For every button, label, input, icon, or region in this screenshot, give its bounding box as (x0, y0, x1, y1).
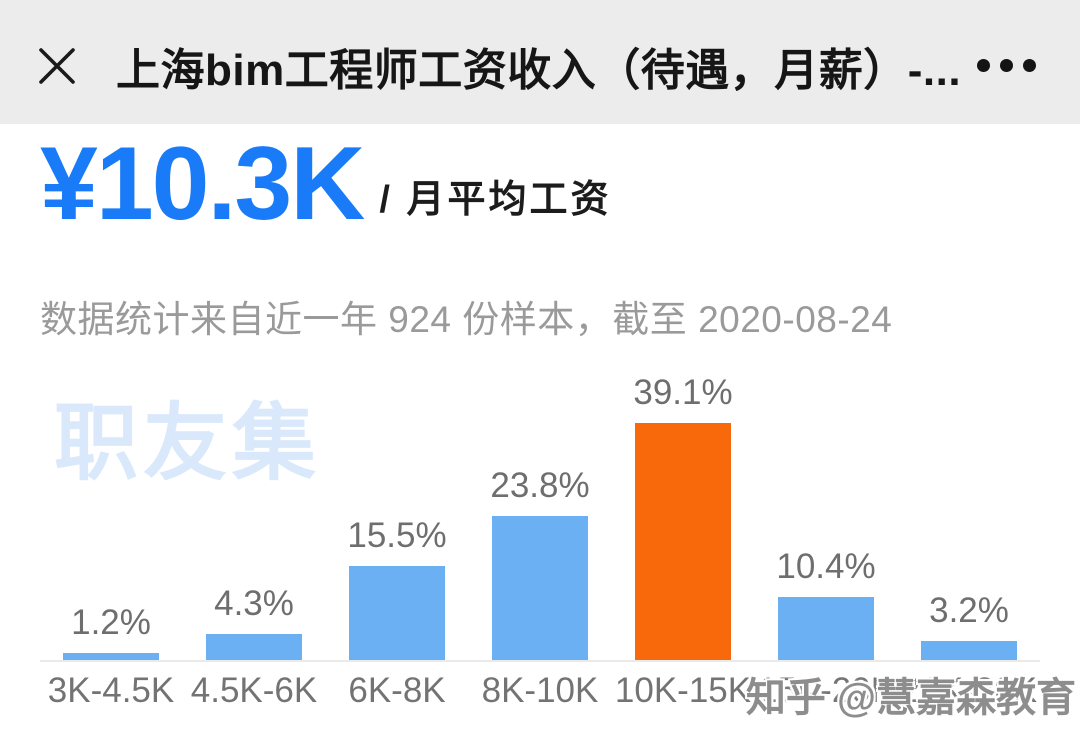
category-label: 10K-15K (614, 671, 752, 710)
more-menu-button[interactable] (977, 45, 1036, 86)
category-label: 6K-8K (348, 671, 446, 710)
bar[interactable] (349, 566, 445, 660)
bar-value-label: 10.4% (776, 547, 876, 586)
bar-value-label: 1.2% (71, 603, 151, 642)
bar[interactable] (63, 653, 159, 660)
bar[interactable] (492, 516, 588, 660)
bar-column: 23.8% (490, 466, 590, 660)
more-dots-icon (977, 59, 990, 72)
close-button[interactable] (34, 43, 80, 89)
bar-value-label: 4.3% (214, 584, 294, 623)
bar-column: 10.4% (776, 547, 876, 660)
bar-column: 39.1% (633, 373, 733, 660)
bar[interactable] (206, 634, 302, 660)
bar-value-label: 3.2% (929, 591, 1009, 630)
average-salary-value: ¥10.3K (40, 126, 365, 242)
category-label: 15K-20K (757, 671, 895, 710)
category-label: 8K-10K (481, 671, 599, 710)
bar-value-label: 23.8% (490, 466, 590, 505)
chart-baseline (40, 660, 1040, 662)
close-icon (39, 47, 75, 84)
bars-row: 1.2% 4.3% 15.5% 23.8% 39.1% 10.4% 3.2% (63, 373, 1017, 660)
salary-distribution-chart: 职友集 1.2% 4.3% 15.5% 23.8% 39.1% 10.4% 3.2% 3K-… (0, 360, 1080, 735)
bar[interactable] (778, 597, 874, 660)
browser-header: 上海bim工程师工资收入（待遇，月薪）-... (0, 0, 1080, 123)
data-source-caption: 数据统计来自近一年 924 份样本，截至 2020-08-24 (40, 299, 893, 340)
category-label: 3K-4.5K (47, 671, 175, 710)
bar-value-label: 15.5% (347, 516, 447, 555)
page-title: 上海bim工程师工资收入（待遇，月薪）-... (116, 45, 959, 95)
more-dots-icon (1023, 59, 1036, 72)
category-label: 4.5K-6K (190, 671, 318, 710)
salary-summary: ¥10.3K / 月平均工资 (40, 130, 611, 238)
bar-column: 15.5% (347, 516, 447, 660)
bar-column: 1.2% (63, 603, 159, 660)
bar[interactable] (635, 423, 731, 660)
salary-unit-label: / 月平均工资 (379, 179, 612, 222)
bar-column: 4.3% (206, 584, 302, 660)
bar-column: 3.2% (921, 591, 1017, 660)
more-dots-icon (1000, 59, 1013, 72)
category-labels-row: 3K-4.5K 4.5K-6K 6K-8K 8K-10K 10K-15K 15K-20K 2… (47, 671, 1038, 711)
category-label: 20K-30K (900, 671, 1038, 710)
bar[interactable] (921, 641, 1017, 660)
bar-value-label: 39.1% (633, 373, 733, 412)
